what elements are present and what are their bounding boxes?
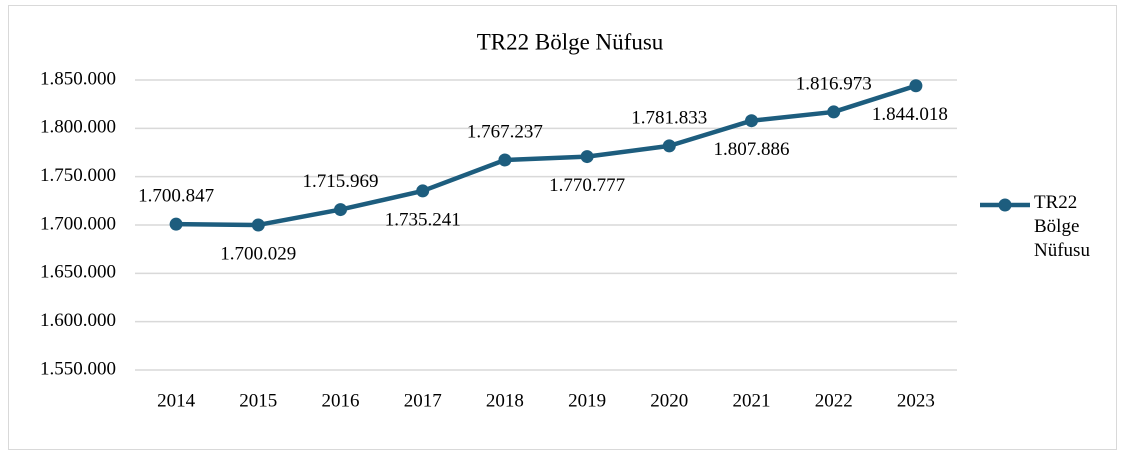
point — [169, 217, 183, 231]
x-tick-label: 2017 — [404, 390, 442, 411]
legend-label: TR22 Bölge Nüfusu — [1034, 192, 1090, 261]
data-label: 1.844.018 — [872, 104, 948, 125]
y-tick-label: 1.850.000 — [40, 68, 116, 89]
y-tick-label: 1.700.000 — [40, 213, 116, 234]
y-tick-label: 1.550.000 — [40, 358, 116, 379]
data-label: 1.816.973 — [796, 73, 872, 94]
x-tick-label: 2016 — [322, 390, 360, 411]
y-tick-label: 1.650.000 — [40, 262, 116, 283]
x-tick-label: 2018 — [486, 390, 524, 411]
x-tick-label: 2022 — [815, 390, 853, 411]
point — [909, 79, 923, 93]
chart-title: TR22 Bölge Nüfusu — [477, 29, 664, 54]
point — [827, 105, 841, 119]
data-label: 1.781.833 — [631, 107, 707, 128]
series-line — [176, 83, 917, 228]
y-tick-label: 1.800.000 — [40, 117, 116, 138]
x-tick-label: 2021 — [733, 390, 771, 411]
data-label: 1.700.029 — [220, 243, 296, 264]
x-tick-label: 2020 — [650, 390, 688, 411]
point — [334, 203, 347, 217]
x-tick-label: 2023 — [897, 390, 935, 411]
point — [745, 114, 758, 128]
data-label: 1.807.886 — [714, 139, 790, 160]
y-tick-label: 1.600.000 — [40, 310, 116, 331]
point — [416, 184, 430, 198]
x-tick-label: 2015 — [239, 390, 277, 411]
data-label: 1.767.237 — [467, 121, 543, 142]
point — [662, 139, 676, 153]
data-label: 1.770.777 — [549, 175, 625, 196]
point — [580, 150, 594, 164]
y-tick-label: 1.750.000 — [40, 165, 116, 186]
data-label: 1.715.969 — [303, 171, 379, 192]
x-tick-label: 2019 — [568, 390, 606, 411]
data-label: 1.700.847 — [138, 186, 214, 207]
data-label: 1.735.241 — [385, 209, 461, 230]
x-tick-label: 2014 — [157, 390, 196, 411]
point — [251, 218, 265, 232]
legend-marker — [998, 198, 1012, 212]
point — [498, 153, 512, 167]
